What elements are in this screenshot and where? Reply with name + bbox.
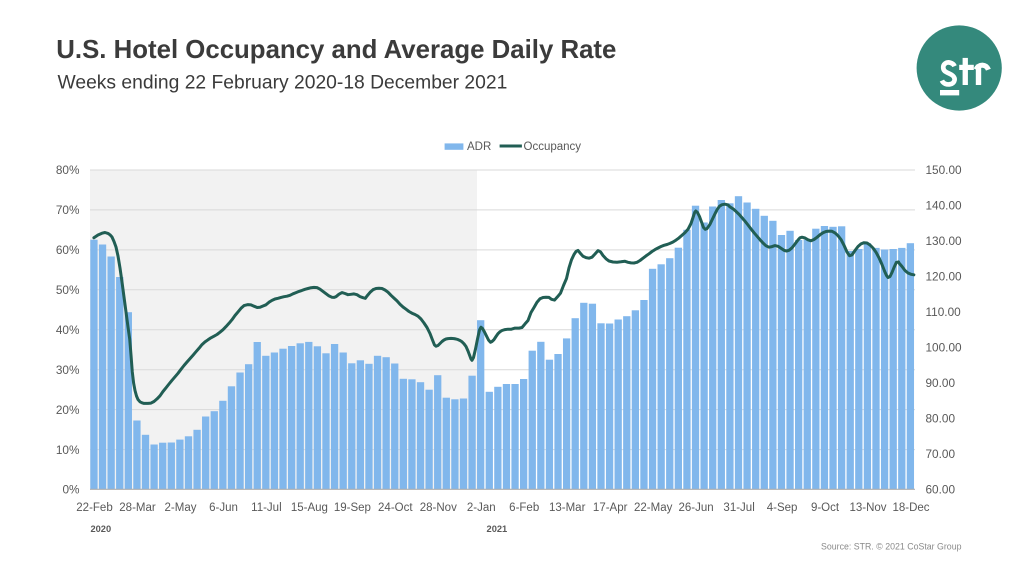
svg-text:2020: 2020	[90, 524, 111, 534]
svg-text:Occupancy: Occupancy	[524, 141, 582, 153]
svg-text:4-Sep: 4-Sep	[767, 502, 798, 514]
svg-text:Source: STR. © 2021 CoStar Gro: Source: STR. © 2021 CoStar Group	[821, 542, 962, 552]
svg-text:22-Feb: 22-Feb	[76, 502, 112, 514]
svg-text:60.00: 60.00	[926, 483, 956, 497]
svg-text:40%: 40%	[56, 323, 80, 337]
svg-text:18-Dec: 18-Dec	[892, 502, 929, 514]
svg-text:80.00: 80.00	[926, 412, 956, 426]
svg-text:6-Jun: 6-Jun	[209, 502, 238, 514]
svg-text:28-Mar: 28-Mar	[119, 502, 156, 514]
svg-text:19-Sep: 19-Sep	[334, 502, 371, 514]
svg-text:30%: 30%	[56, 363, 80, 377]
svg-text:6-Feb: 6-Feb	[509, 502, 539, 514]
svg-text:13-Mar: 13-Mar	[549, 502, 586, 514]
svg-text:100.00: 100.00	[926, 341, 963, 355]
svg-text:ADR: ADR	[467, 141, 491, 153]
svg-text:60%: 60%	[56, 243, 80, 257]
svg-text:10%: 10%	[56, 443, 80, 457]
svg-text:28-Nov: 28-Nov	[420, 502, 457, 514]
svg-text:13-Nov: 13-Nov	[849, 502, 886, 514]
svg-text:80%: 80%	[56, 163, 80, 177]
svg-text:15-Aug: 15-Aug	[291, 502, 328, 514]
svg-text:110.00: 110.00	[926, 305, 962, 319]
svg-text:22-May: 22-May	[634, 502, 673, 514]
svg-text:150.00: 150.00	[926, 163, 963, 177]
svg-text:9-Oct: 9-Oct	[811, 502, 840, 514]
svg-text:70%: 70%	[56, 203, 80, 217]
svg-text:2-Jan: 2-Jan	[467, 502, 496, 514]
svg-text:50%: 50%	[56, 283, 80, 297]
svg-text:11-Jul: 11-Jul	[251, 502, 281, 514]
svg-text:U.S. Hotel Occupancy and Avera: U.S. Hotel Occupancy and Average Daily R…	[56, 36, 616, 64]
svg-text:2021: 2021	[487, 524, 508, 534]
svg-text:26-Jun: 26-Jun	[679, 502, 714, 514]
svg-text:70.00: 70.00	[926, 447, 956, 461]
svg-text:Weeks ending 22 February 2020-: Weeks ending 22 February 2020-18 Decembe…	[58, 73, 508, 94]
svg-text:140.00: 140.00	[926, 199, 963, 213]
svg-text:130.00: 130.00	[926, 234, 963, 248]
svg-text:0%: 0%	[62, 483, 80, 497]
svg-text:120.00: 120.00	[926, 270, 963, 284]
svg-text:90.00: 90.00	[926, 376, 956, 390]
svg-text:24-Oct: 24-Oct	[378, 502, 413, 514]
svg-text:17-Apr: 17-Apr	[593, 502, 628, 514]
svg-text:20%: 20%	[56, 403, 80, 417]
svg-text:2-May: 2-May	[165, 502, 197, 514]
svg-text:31-Jul: 31-Jul	[723, 502, 754, 514]
